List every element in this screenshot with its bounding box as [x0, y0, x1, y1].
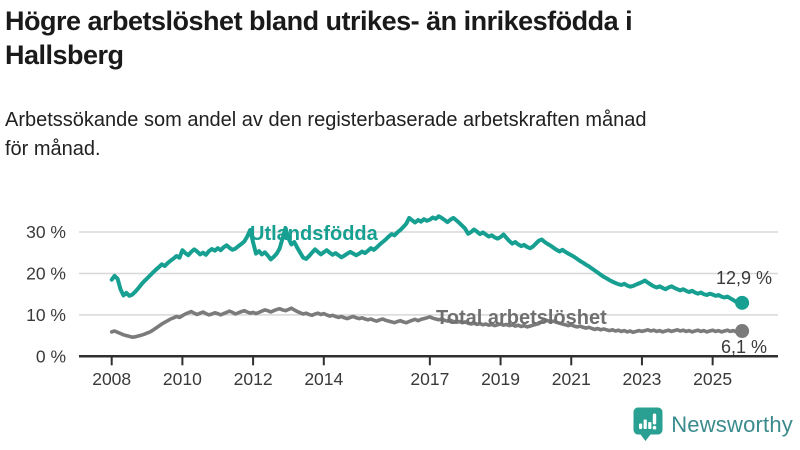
x-tick-label: 2021: [552, 369, 591, 389]
x-tick-label: 2010: [163, 369, 202, 389]
subtitle-line-2: för månad.: [5, 138, 101, 160]
y-tick-label: 10 %: [26, 305, 66, 325]
x-tick-label: 2008: [92, 369, 131, 389]
newsworthy-bar-chart-bubble-icon: [633, 407, 663, 441]
page-title: Högre arbetslöshet bland utrikes- än inr…: [5, 4, 795, 72]
x-tick-label: 2025: [693, 369, 732, 389]
end-point-dot: [735, 324, 750, 339]
end-point-dot: [735, 295, 750, 310]
x-tick-label: 2014: [304, 369, 343, 389]
series-line-utlandsfodda: [109, 214, 745, 306]
series-line-total: [109, 306, 744, 340]
y-tick-label: 0 %: [36, 346, 66, 366]
series-label-utlandsfodda: Utlandsfödda: [250, 223, 378, 245]
newsworthy-wordmark: Newsworthy: [671, 411, 793, 437]
end-value-total: 6,1 %: [720, 337, 767, 357]
y-tick-label: 30 %: [26, 222, 66, 242]
y-tick-label: 20 %: [26, 263, 66, 283]
title-line-2: Hallsberg: [5, 40, 124, 70]
x-tick-label: 2019: [481, 369, 520, 389]
subtitle-line-1: Arbetssökande som andel av den registerb…: [5, 109, 647, 131]
series-label-total: Total arbetslöshet: [436, 307, 607, 329]
x-tick-label: 2023: [622, 369, 661, 389]
x-tick-label: 2017: [410, 369, 449, 389]
chart-subtitle: Arbetssökande som andel av den registerb…: [5, 106, 795, 164]
x-tick-label: 2012: [234, 369, 273, 389]
title-line-1: Högre arbetslöshet bland utrikes- än inr…: [5, 6, 633, 36]
newsworthy-logo: Newsworthy: [633, 407, 793, 442]
end-value-utlandsfodda: 12,9 %: [715, 268, 772, 288]
